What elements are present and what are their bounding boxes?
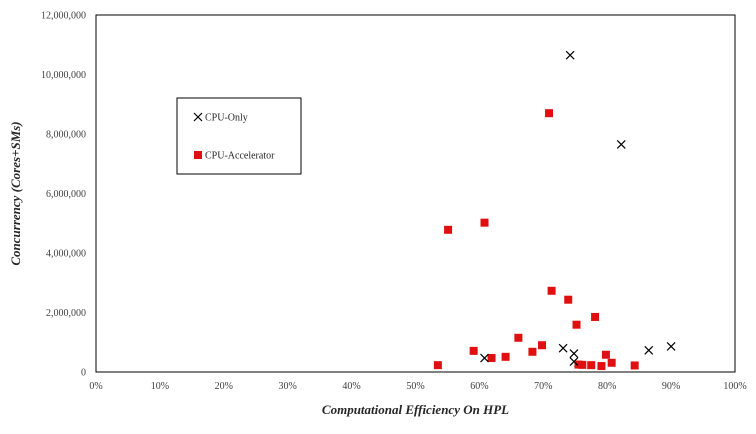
x-tick-label: 80% <box>598 381 616 392</box>
y-tick-label: 10,000,000 <box>41 70 86 81</box>
legend-marker <box>193 112 203 122</box>
x-tick-label: 50% <box>406 381 424 392</box>
cpu-accelerator-point <box>469 346 478 355</box>
y-tick-label: 12,000,000 <box>41 11 86 22</box>
x-tick-label: 70% <box>534 381 552 392</box>
cpu-accelerator-point <box>545 109 554 118</box>
cpu-accelerator-point <box>480 218 489 227</box>
legend-box <box>176 97 302 175</box>
cpu-accelerator-point <box>607 358 616 367</box>
x-tick-label: 20% <box>215 381 233 392</box>
cpu-accelerator-point <box>572 320 581 329</box>
y-tick-label: 0 <box>81 368 86 379</box>
x-tick-label: 0% <box>89 381 102 392</box>
legend-marker <box>194 151 202 159</box>
cpu-accelerator-point <box>587 361 596 370</box>
x-axis-title: Computational Efficiency On HPL <box>322 402 509 417</box>
y-axis-title: Concurrency (Cores+SMs) <box>8 121 23 265</box>
cpu-accelerator-point <box>528 347 537 356</box>
legend: CPU-Only CPU-Accelerator <box>176 97 302 175</box>
cpu-only-point <box>644 345 654 355</box>
x-tick-label: 90% <box>662 381 680 392</box>
cpu-only-point <box>569 349 579 358</box>
cpu-only-point <box>569 357 579 367</box>
cpu-accelerator-point <box>591 312 600 321</box>
data-points <box>433 50 676 371</box>
y-tick-label: 2,000,000 <box>46 308 86 319</box>
cpu-only-point <box>616 139 626 149</box>
cpu-accelerator-point <box>630 361 639 370</box>
x-tick-label: 40% <box>342 381 360 392</box>
plot-area <box>95 14 736 373</box>
cpu-only-point <box>666 341 676 351</box>
y-tick-label: 6,000,000 <box>46 189 86 200</box>
y-tick-label: 4,000,000 <box>46 249 86 260</box>
cpu-accelerator-point <box>597 362 606 371</box>
x-tick-label: 10% <box>151 381 169 392</box>
cpu-accelerator-point <box>547 286 556 295</box>
legend-label: CPU-Only <box>205 113 248 124</box>
cpu-accelerator-point <box>514 333 523 342</box>
cpu-accelerator-point <box>501 352 510 361</box>
cpu-only-point <box>565 50 575 60</box>
cpu-accelerator-point <box>538 341 547 350</box>
x-tick-label: 30% <box>279 381 297 392</box>
cpu-only-point <box>558 343 568 353</box>
legend-entries: CPU-Only CPU-Accelerator <box>193 112 275 162</box>
y-axis-ticks: 0 2,000,000 4,000,000 6,000,000 8,000,000 10,… <box>41 11 86 379</box>
cpu-accelerator-point <box>564 295 573 304</box>
cpu-accelerator-point <box>444 225 453 234</box>
cpu-only-point <box>480 353 489 363</box>
y-tick-label: 8,000,000 <box>46 130 86 141</box>
cpu-accelerator-point <box>578 360 587 369</box>
x-tick-label: 60% <box>470 381 488 392</box>
cpu-accelerator-point <box>601 350 610 359</box>
legend-label: CPU-Accelerator <box>205 151 275 162</box>
cpu-accelerator-point <box>487 354 496 363</box>
x-axis-ticks: 0% 10% 20% 30% 40% 50% 60% 70% 80% 90% 100% <box>89 381 746 392</box>
x-tick-label: 100% <box>723 381 746 392</box>
cpu-accelerator-point <box>433 361 442 370</box>
